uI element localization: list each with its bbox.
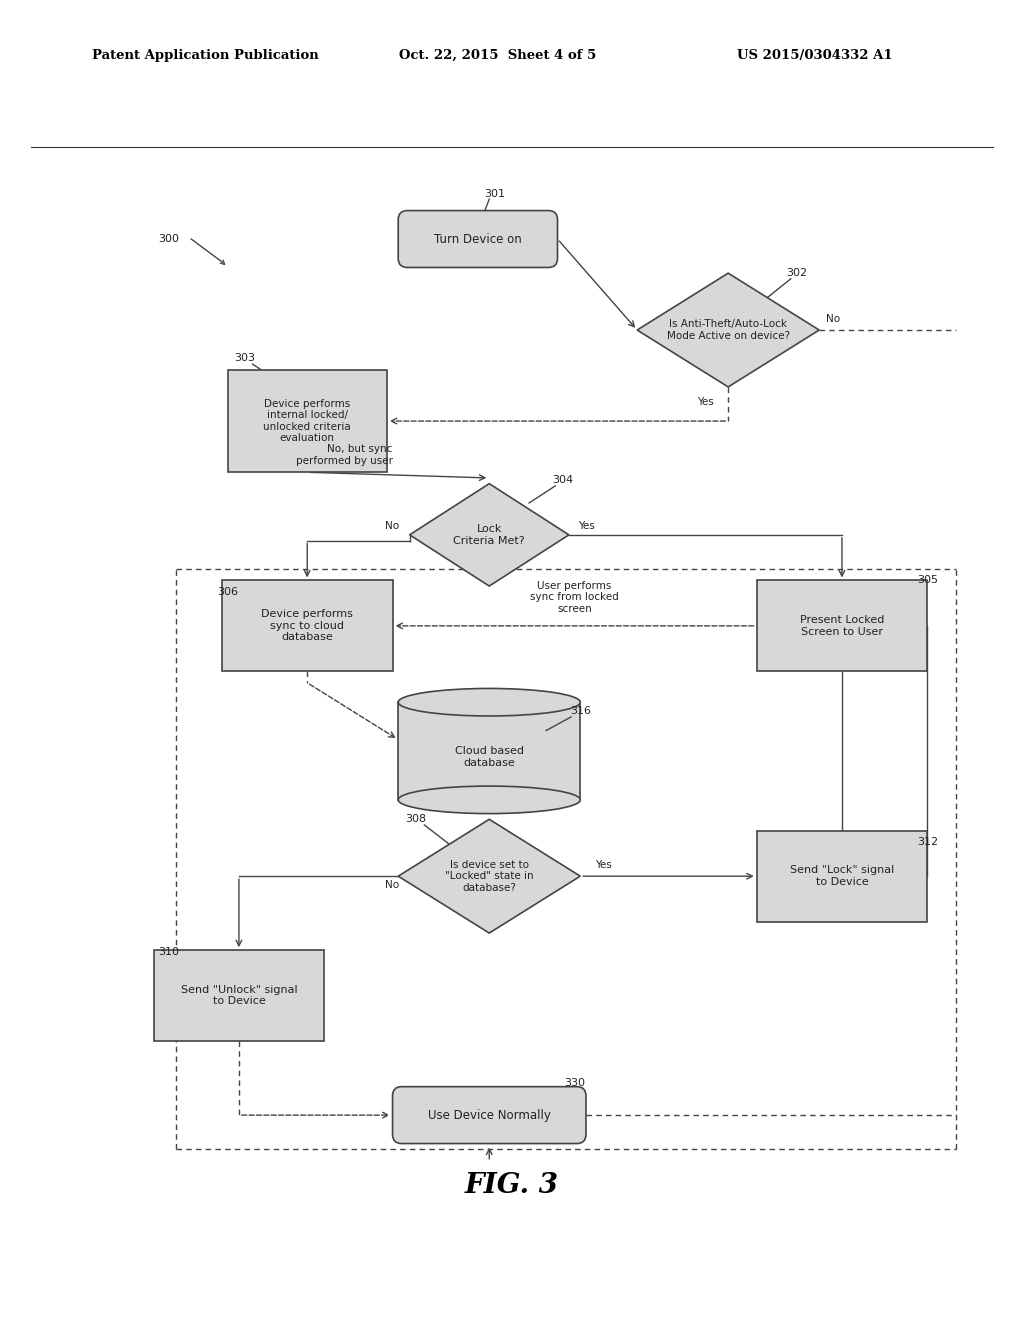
Text: Turn Device on: Turn Device on xyxy=(434,232,522,246)
Bar xyxy=(154,950,325,1041)
FancyBboxPatch shape xyxy=(398,211,557,268)
Text: 300: 300 xyxy=(158,234,179,244)
Text: 302: 302 xyxy=(785,268,807,279)
Ellipse shape xyxy=(398,689,581,715)
Text: No, but sync
performed by user: No, but sync performed by user xyxy=(296,445,392,466)
Text: 305: 305 xyxy=(916,576,938,585)
Text: 316: 316 xyxy=(569,706,591,717)
Text: 308: 308 xyxy=(404,814,426,824)
Ellipse shape xyxy=(398,787,581,813)
Text: 330: 330 xyxy=(564,1078,585,1088)
Text: Is device set to
"Locked" state in
database?: Is device set to "Locked" state in datab… xyxy=(445,859,534,892)
Text: 304: 304 xyxy=(553,475,573,486)
Text: 312: 312 xyxy=(916,837,938,847)
Text: No: No xyxy=(385,880,399,890)
Bar xyxy=(757,581,928,672)
Text: Device performs
internal locked/
unlocked criteria
evaluation: Device performs internal locked/ unlocke… xyxy=(263,399,351,444)
Text: Yes: Yes xyxy=(595,859,611,870)
Polygon shape xyxy=(398,820,581,933)
Text: FIG. 3: FIG. 3 xyxy=(465,1172,559,1199)
Text: Send "Unlock" signal
to Device: Send "Unlock" signal to Device xyxy=(180,985,297,1006)
Text: Cloud based
database: Cloud based database xyxy=(455,746,523,767)
Polygon shape xyxy=(410,483,569,586)
Text: 306: 306 xyxy=(217,586,238,597)
Text: Is Anti-Theft/Auto-Lock
Mode Active on device?: Is Anti-Theft/Auto-Lock Mode Active on d… xyxy=(667,319,790,341)
Text: Oct. 22, 2015  Sheet 4 of 5: Oct. 22, 2015 Sheet 4 of 5 xyxy=(399,49,597,62)
Bar xyxy=(222,581,392,672)
Text: No: No xyxy=(825,314,840,323)
Text: 303: 303 xyxy=(234,354,255,363)
Bar xyxy=(757,830,928,921)
Text: Yes: Yes xyxy=(697,397,714,407)
Text: 310: 310 xyxy=(158,948,179,957)
Text: Present Locked
Screen to User: Present Locked Screen to User xyxy=(800,615,884,636)
Text: Send "Lock" signal
to Device: Send "Lock" signal to Device xyxy=(790,866,894,887)
Text: US 2015/0304332 A1: US 2015/0304332 A1 xyxy=(737,49,893,62)
Text: No: No xyxy=(385,521,399,531)
Text: Device performs
sync to cloud
database: Device performs sync to cloud database xyxy=(261,610,353,643)
Text: Yes: Yes xyxy=(578,521,594,531)
Text: 301: 301 xyxy=(484,189,506,198)
Bar xyxy=(227,370,387,473)
FancyBboxPatch shape xyxy=(392,1086,586,1143)
Text: Use Device Normally: Use Device Normally xyxy=(428,1109,551,1122)
Bar xyxy=(398,702,581,800)
Text: Patent Application Publication: Patent Application Publication xyxy=(92,49,318,62)
Text: Lock
Criteria Met?: Lock Criteria Met? xyxy=(454,524,525,545)
Text: User performs
sync from locked
screen: User performs sync from locked screen xyxy=(530,581,618,614)
Polygon shape xyxy=(637,273,819,387)
